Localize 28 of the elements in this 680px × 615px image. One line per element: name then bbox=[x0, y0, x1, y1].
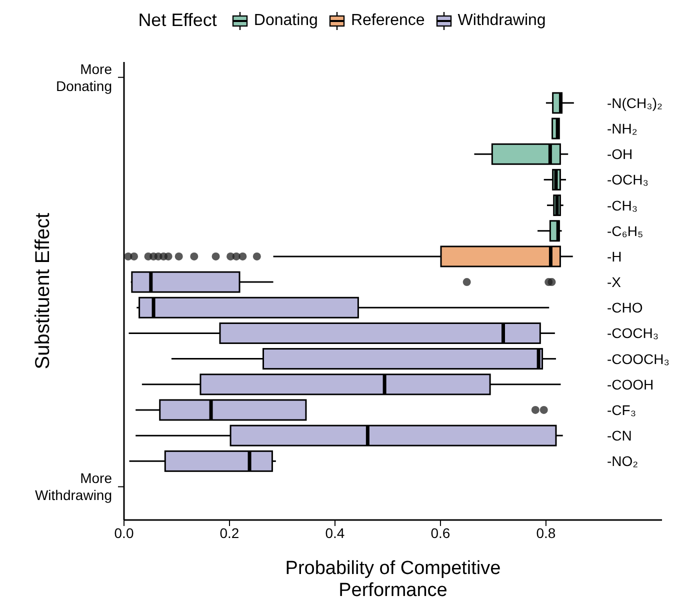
x-tick-label: 0.0 bbox=[114, 524, 134, 541]
y-tick-label: -CF₃ bbox=[607, 402, 636, 418]
legend-title: Net Effect bbox=[138, 10, 217, 31]
y-tick-label: -C₆H₅ bbox=[607, 222, 644, 239]
y-axis-title: Substituent Effect bbox=[32, 212, 54, 370]
legend-label: Reference bbox=[350, 12, 425, 30]
y-tick-label: -CHO bbox=[607, 300, 643, 316]
y-tick-label: -CN bbox=[607, 428, 632, 444]
y-tick-label: -X bbox=[607, 274, 622, 290]
legend-label: Donating bbox=[254, 12, 318, 30]
y-tick-label: -OH bbox=[607, 146, 633, 162]
x-tick-label: 0.4 bbox=[325, 524, 345, 541]
y-tick-label: -H bbox=[607, 248, 622, 264]
x-tick-label: 0.2 bbox=[220, 524, 240, 541]
text: More Withdrawing bbox=[34, 470, 112, 504]
y-tick-label: -OCH₃ bbox=[607, 172, 648, 188]
y-tick-label: -N(CH₃)₂ bbox=[607, 94, 662, 111]
x-axis-title: Probability of Competitive Performance bbox=[284, 558, 502, 602]
y-tick-label: -NO₂ bbox=[607, 453, 638, 470]
y-tick-label: -COOCH₃ bbox=[607, 350, 670, 367]
y-tick-label: -CH₃ bbox=[607, 197, 638, 214]
y-tick-label: -COOH bbox=[607, 376, 654, 392]
y-tick-label: -COCH₃ bbox=[607, 325, 659, 342]
text: More Donating bbox=[56, 60, 112, 94]
x-tick-label: 0.6 bbox=[430, 524, 450, 541]
y-tick-label: -NH₂ bbox=[607, 120, 638, 137]
legend-label: Withdrawing bbox=[458, 12, 546, 30]
x-tick-label: 0.8 bbox=[536, 524, 556, 541]
